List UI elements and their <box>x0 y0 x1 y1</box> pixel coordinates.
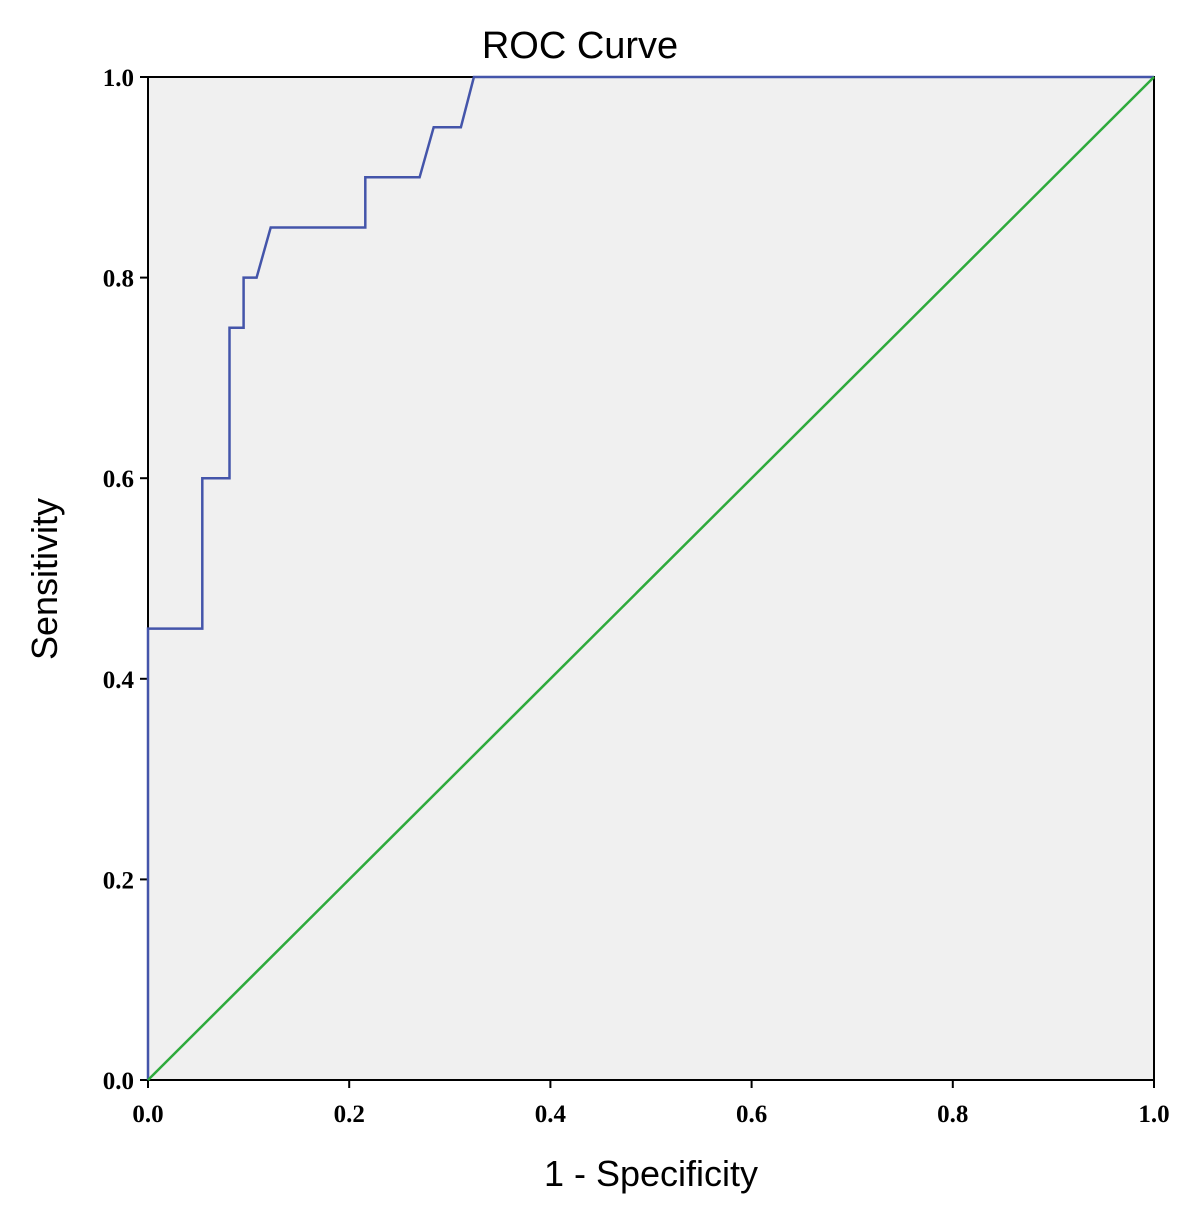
x-tick-label: 0.0 <box>132 1101 163 1128</box>
series-layer <box>146 75 1155 1081</box>
x-axis-label: 1 - Specificity <box>544 1153 758 1194</box>
x-tick-label: 0.6 <box>736 1101 767 1128</box>
y-tick-label: 0.6 <box>103 466 134 493</box>
y-tick-label: 0.2 <box>103 867 134 894</box>
x-tick-label: 0.2 <box>334 1101 365 1128</box>
x-tick-label: 1.0 <box>1138 1101 1169 1128</box>
x-axis: 0.0 0.2 0.4 0.6 0.8 1.0 <box>132 1080 1170 1128</box>
reference-diagonal-line <box>147 76 1155 1081</box>
y-tick-label: 0.8 <box>103 266 134 293</box>
roc-curve-line <box>146 75 1154 1080</box>
y-tick-label: 1.0 <box>103 65 134 92</box>
x-tick-label: 0.8 <box>937 1101 968 1128</box>
y-axis-label: Sensitivity <box>24 498 65 660</box>
x-tick-label: 0.4 <box>535 1101 567 1128</box>
y-tick-label: 0.0 <box>103 1068 134 1095</box>
chart-title: ROC Curve <box>482 25 678 67</box>
y-axis: 0.0 0.2 0.4 0.6 0.8 1.0 <box>103 65 148 1095</box>
y-tick-label: 0.4 <box>103 667 135 694</box>
